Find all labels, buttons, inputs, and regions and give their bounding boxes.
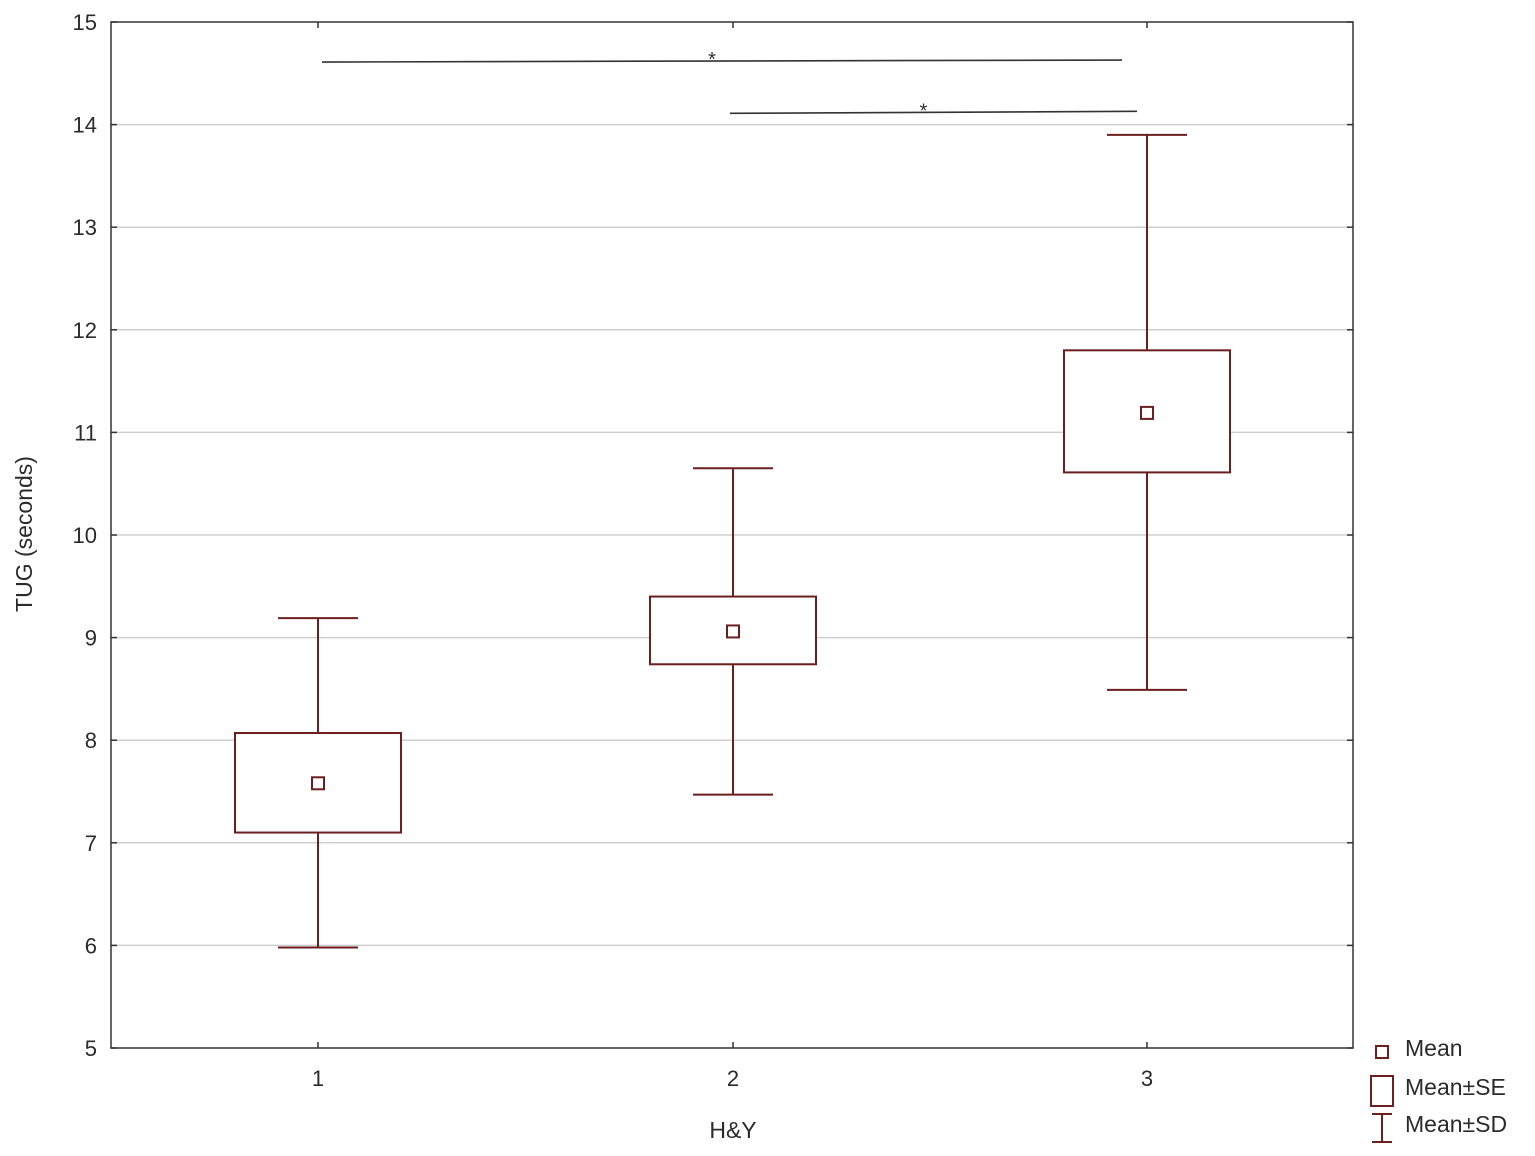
plot-layer: ** [234, 49, 1231, 949]
y-tick-label: 7 [85, 831, 97, 856]
significance-label: * [920, 100, 928, 122]
x-tick-label: 2 [727, 1066, 739, 1091]
y-axis-title: TUG (seconds) [11, 456, 37, 612]
plot-frame [110, 21, 1354, 1049]
significance-label: * [708, 49, 716, 71]
legend: Mean Mean±SE Mean±SD [1370, 1035, 1507, 1143]
y-tick-label: 14 [73, 113, 97, 138]
legend-label: Mean±SE [1405, 1074, 1506, 1100]
y-tick-label: 15 [73, 10, 97, 35]
legend-mean-icon [1375, 1045, 1389, 1059]
y-tick-label: 9 [85, 626, 97, 651]
y-tick-label: 11 [74, 420, 97, 445]
significance-line [321, 59, 1123, 63]
x-tick-label: 1 [312, 1066, 324, 1091]
legend-label: Mean±SD [1405, 1111, 1507, 1137]
mean-marker [311, 776, 325, 791]
mean-marker [726, 624, 740, 639]
y-tick-label: 8 [85, 728, 97, 753]
x-tick-label: 3 [1141, 1066, 1153, 1091]
y-tick-label: 13 [73, 215, 97, 240]
significance-line [729, 110, 1138, 115]
y-tick-label: 12 [73, 318, 97, 343]
x-axis-title: H&Y [709, 1117, 756, 1143]
legend-se-icon [1370, 1075, 1394, 1107]
y-tick-label: 6 [85, 933, 97, 958]
y-tick-label: 5 [85, 1036, 97, 1061]
legend-label: Mean [1405, 1035, 1463, 1061]
mean-marker [1140, 405, 1154, 420]
y-tick-label: 10 [73, 523, 97, 548]
